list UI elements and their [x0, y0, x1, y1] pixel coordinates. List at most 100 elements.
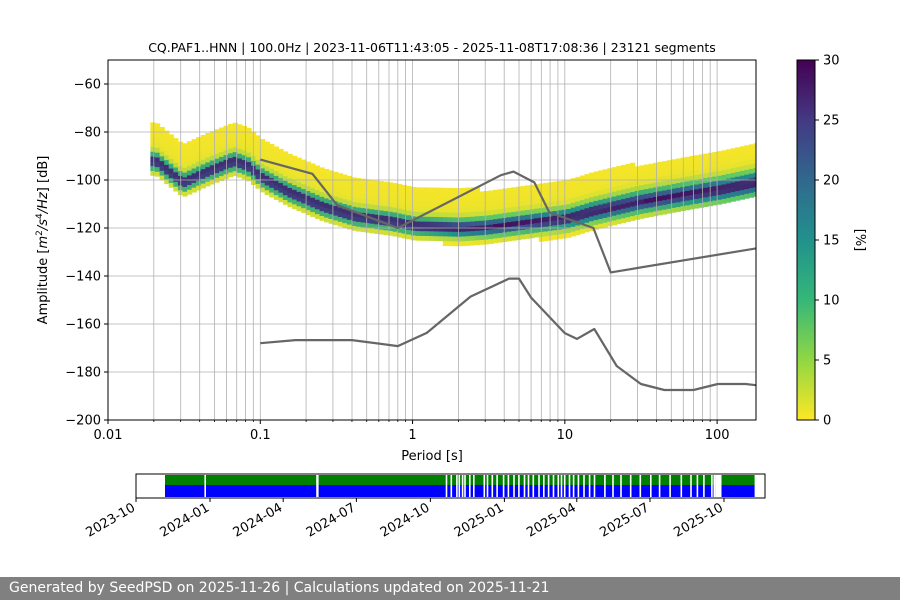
heat-cell — [356, 206, 362, 213]
y-axis: −200 −180 −160 −140 −120 −100 −80 −60 — [65, 78, 108, 429]
heat-cell — [346, 190, 353, 196]
heat-cell — [310, 163, 316, 169]
heat-cell — [301, 178, 307, 185]
heat-cell — [566, 232, 572, 238]
heat-cell — [269, 153, 275, 159]
heat-cell — [182, 148, 188, 154]
heat-cell — [653, 172, 659, 178]
heat-cell — [159, 170, 165, 176]
heat-cell — [333, 191, 339, 197]
heat-cell — [264, 184, 270, 191]
heat-cell — [433, 187, 439, 193]
heat-cell — [159, 136, 165, 142]
heat-cell — [278, 196, 284, 203]
heat-cell — [561, 218, 567, 225]
heat-cell — [168, 134, 174, 140]
heat-cell — [447, 216, 453, 223]
heat-cell — [506, 207, 512, 213]
heat-cell — [205, 176, 211, 182]
heat-cell — [561, 204, 567, 210]
heat-cell — [438, 216, 444, 222]
heat-cell — [662, 194, 668, 201]
heat-cell — [470, 235, 476, 241]
heat-cell — [575, 224, 581, 231]
heat-cell — [630, 201, 636, 207]
heat-cell — [269, 163, 275, 169]
heat-cell — [529, 232, 535, 239]
heat-cell — [712, 156, 718, 163]
heat-cell — [374, 214, 380, 220]
heat-cell — [465, 197, 471, 203]
coverage-gap — [715, 475, 722, 497]
heat-cell — [452, 236, 458, 242]
heat-cell — [356, 226, 362, 232]
heat-cell — [689, 160, 695, 167]
heat-cell — [278, 172, 284, 179]
heat-cell — [589, 220, 595, 227]
heat-cell — [575, 210, 581, 216]
coverage-gap — [557, 475, 560, 497]
heat-cell — [383, 196, 389, 202]
coverage-gap — [456, 475, 458, 497]
heat-cell — [666, 179, 672, 185]
heat-cell — [369, 189, 375, 195]
heat-cell — [534, 222, 540, 228]
timeline-tick-label: 2025-01 — [452, 500, 507, 540]
heat-cell — [228, 167, 234, 173]
heat-cell — [383, 200, 389, 207]
heat-cell — [716, 189, 723, 195]
heat-cell — [246, 175, 252, 182]
heat-cell — [392, 187, 398, 194]
heat-cell — [579, 204, 586, 210]
heat-cell — [420, 221, 426, 227]
coverage-gap — [317, 475, 319, 497]
heat-cell — [593, 185, 599, 192]
heat-cell — [735, 180, 741, 187]
heat-cell — [209, 145, 215, 151]
heat-cell — [209, 131, 215, 137]
heat-cell — [694, 155, 700, 161]
coverage-gap — [518, 475, 520, 497]
heat-cell — [406, 233, 412, 240]
heat-cell — [685, 166, 691, 172]
heat-cell — [429, 230, 435, 237]
heat-cell — [543, 197, 549, 203]
heat-cell — [397, 208, 403, 214]
heat-cell — [716, 184, 723, 191]
heat-cell — [703, 187, 709, 193]
heat-cell — [155, 142, 161, 148]
heat-cell — [392, 183, 398, 189]
heat-cell — [470, 196, 476, 203]
heat-cell — [255, 164, 261, 170]
heat-cell — [483, 219, 490, 226]
heat-cell — [241, 135, 247, 141]
heat-cell — [264, 160, 270, 167]
heat-cell — [716, 160, 723, 167]
heat-cell — [356, 182, 362, 189]
heat-cell — [433, 216, 439, 222]
heat-cell — [287, 201, 293, 208]
heat-cell — [205, 171, 211, 177]
heat-cell — [378, 205, 385, 211]
colorbar-label: [%] — [852, 229, 867, 252]
heat-cell — [333, 186, 339, 192]
heat-cell — [333, 176, 339, 182]
heat-cell — [689, 156, 695, 162]
heat-cell — [685, 204, 691, 211]
heat-cell — [191, 148, 197, 155]
heat-cell — [753, 176, 756, 183]
heat-cell — [566, 184, 572, 190]
heat-cell — [685, 200, 691, 206]
heat-cell — [232, 141, 238, 148]
heat-cell — [456, 236, 462, 242]
heat-cell — [173, 166, 179, 173]
heat-cell — [429, 201, 435, 208]
heat-cell — [196, 146, 202, 153]
heat-cell — [616, 175, 622, 181]
heat-cell — [200, 135, 206, 141]
heat-cell — [342, 184, 348, 190]
heat-cell — [378, 181, 385, 187]
heat-cell — [246, 137, 252, 143]
heat-cell — [493, 204, 499, 210]
heat-cell — [479, 205, 485, 212]
